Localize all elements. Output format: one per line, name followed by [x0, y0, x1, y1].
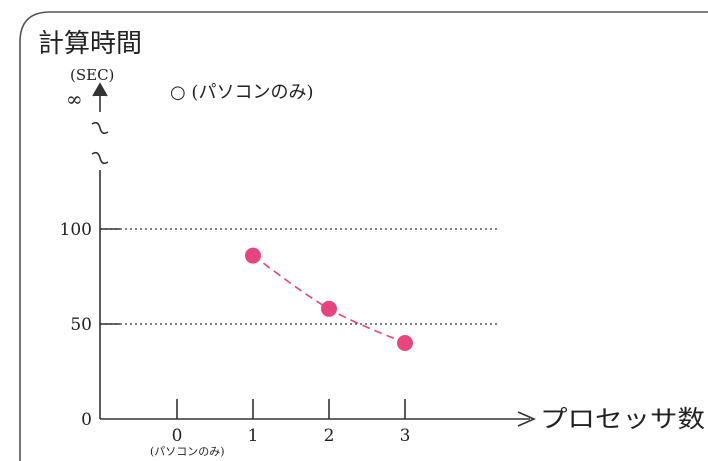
x-tick-label: 3: [400, 426, 411, 446]
frame-border: [19, 11, 708, 461]
y-infinity-label: ∞: [66, 87, 83, 111]
x-ticks: 0 1 2 3: [172, 399, 411, 446]
y-ticks: 0 50 100: [60, 220, 120, 430]
data-point: [321, 300, 337, 317]
y-axis: [91, 82, 109, 419]
x-tick-label: 2: [324, 426, 335, 446]
y-axis-unit: (SEC): [70, 66, 114, 84]
reference-lines: [100, 228, 500, 325]
x-axis: [100, 411, 536, 427]
x-axis-title: プロセッサ数: [540, 405, 705, 433]
x-tick-label: 0: [172, 426, 183, 446]
data-point: [397, 335, 413, 351]
trend-line: [252, 254, 406, 344]
axis-break-lower: [91, 151, 109, 165]
data-points: [245, 247, 413, 351]
y-axis-title: 計算時間: [38, 29, 142, 59]
annotation-pc-only: ○ (パソコンのみ): [170, 82, 313, 103]
y-tick-label: 100: [60, 220, 92, 240]
x-tick-label: 1: [248, 426, 259, 446]
x-tick-note: (パソコンのみ): [150, 445, 225, 458]
data-point: [245, 247, 261, 264]
y-tick-label: 0: [81, 410, 92, 430]
axis-break-upper: [91, 121, 109, 135]
y-tick-label: 50: [70, 315, 92, 335]
